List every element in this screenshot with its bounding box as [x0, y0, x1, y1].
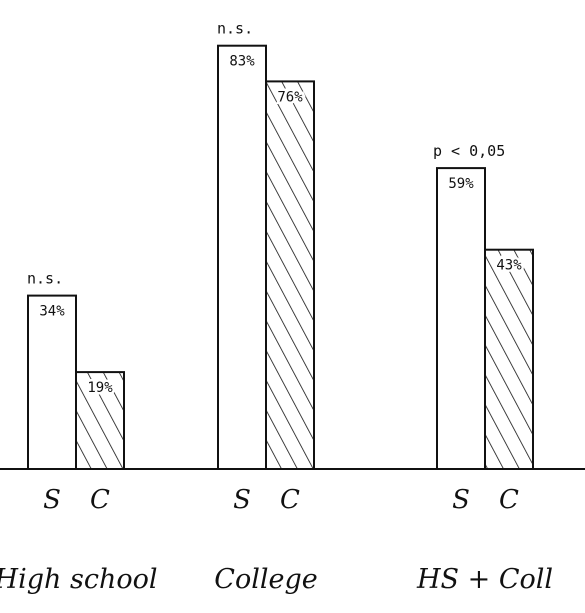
value-label: 34% — [39, 304, 65, 320]
series-tick-label: C — [90, 485, 110, 515]
series-tick-label: S — [43, 485, 61, 515]
bars-layer — [27, 44, 534, 471]
category-label: High school — [0, 564, 157, 595]
value-label: 76% — [277, 89, 303, 105]
value-label: 43% — [496, 258, 522, 274]
bar-c-1 — [75, 371, 125, 471]
significance-annotation: n.s. — [27, 270, 63, 288]
value-label: 59% — [448, 176, 474, 192]
significance-annotation: n.s. — [217, 20, 253, 38]
value-label: 19% — [87, 380, 113, 396]
labels-layer: 34% S 19% Cn.s. High school 83% S 76% Cn.s. Colle… — [0, 20, 553, 595]
category-label: College — [214, 564, 317, 595]
series-tick-label: S — [233, 485, 251, 515]
bar-s-1 — [27, 294, 77, 470]
series-tick-label: C — [499, 485, 519, 515]
bar-c-2 — [265, 80, 315, 471]
significance-annotation: p < 0,05 — [433, 142, 505, 160]
value-label: 83% — [229, 54, 255, 70]
bar-s-3 — [436, 167, 486, 470]
series-tick-label: C — [280, 485, 300, 515]
category-label: HS + Coll — [416, 564, 553, 595]
series-tick-label: S — [452, 485, 470, 515]
bar-s-2 — [217, 44, 267, 470]
bar-c-3 — [484, 248, 534, 470]
